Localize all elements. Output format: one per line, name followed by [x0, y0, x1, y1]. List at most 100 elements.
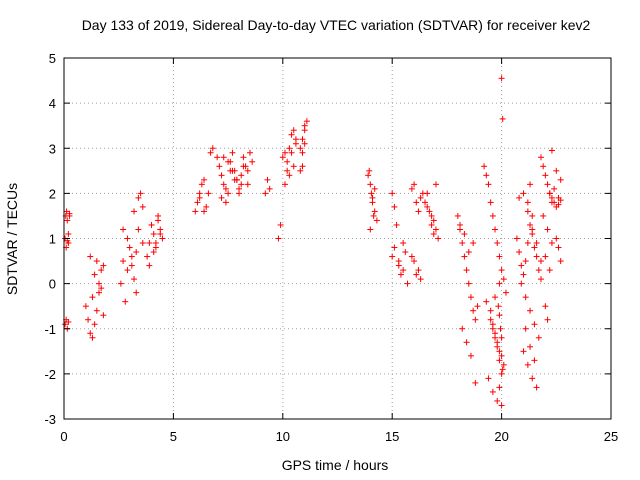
- y-tick-label: 4: [49, 96, 56, 111]
- data-point: [198, 181, 205, 188]
- data-point: [555, 244, 562, 251]
- data-point: [133, 289, 140, 296]
- data-point: [432, 226, 439, 233]
- data-point: [303, 118, 310, 125]
- data-point: [544, 226, 551, 233]
- data-point: [238, 181, 245, 188]
- grid-lines: [64, 58, 611, 419]
- data-point: [404, 280, 411, 287]
- data-point: [288, 131, 295, 138]
- data-point: [422, 199, 429, 206]
- data-point: [131, 208, 138, 215]
- data-point: [467, 352, 474, 359]
- data-point: [218, 194, 225, 201]
- data-point: [297, 145, 304, 152]
- data-point: [87, 330, 94, 337]
- x-axis-ticks: 0 5 10 15 20 25: [60, 58, 618, 444]
- data-point: [483, 172, 490, 179]
- data-point: [244, 181, 251, 188]
- data-point: [555, 194, 562, 201]
- data-point: [472, 316, 479, 323]
- data-point: [551, 199, 558, 206]
- data-point: [492, 330, 499, 337]
- data-point: [131, 276, 138, 283]
- data-point: [498, 402, 505, 409]
- data-point: [214, 154, 221, 161]
- data-point: [489, 325, 496, 332]
- data-point: [548, 194, 555, 201]
- data-point: [470, 240, 477, 247]
- data-point: [424, 190, 431, 197]
- data-point: [279, 154, 286, 161]
- data-point: [529, 226, 536, 233]
- y-tick-label: 3: [49, 141, 56, 156]
- data-point: [209, 145, 216, 152]
- data-point: [487, 307, 494, 314]
- data-point: [535, 267, 542, 274]
- data-point: [275, 235, 282, 242]
- data-point: [402, 249, 409, 256]
- data-point: [457, 221, 464, 228]
- data-point: [500, 276, 507, 283]
- y-tick-label: -3: [44, 412, 56, 427]
- data-point: [542, 172, 549, 179]
- data-point: [413, 199, 420, 206]
- data-point: [284, 158, 291, 165]
- data-point: [98, 285, 105, 292]
- data-point: [463, 339, 470, 346]
- data-point: [496, 280, 503, 287]
- data-point: [494, 339, 501, 346]
- data-point: [546, 267, 553, 274]
- data-point: [428, 221, 435, 228]
- data-point: [415, 267, 422, 274]
- data-point: [518, 280, 525, 287]
- data-point: [299, 163, 306, 170]
- data-point: [465, 280, 472, 287]
- data-point: [139, 203, 146, 210]
- data-point: [229, 167, 236, 174]
- data-point: [520, 190, 527, 197]
- data-point: [373, 217, 380, 224]
- data-point: [537, 276, 544, 283]
- data-point: [474, 303, 481, 310]
- data-point: [391, 244, 398, 251]
- data-point: [496, 348, 503, 355]
- data-point: [301, 127, 308, 134]
- data-point: [225, 190, 232, 197]
- chart-title: Day 133 of 2019, Sidereal Day-to-day VTE…: [82, 17, 591, 33]
- data-point: [496, 312, 503, 319]
- data-point: [531, 244, 538, 251]
- data-point: [497, 325, 504, 332]
- data-point: [64, 217, 71, 224]
- data-point: [524, 240, 531, 247]
- data-point: [369, 199, 376, 206]
- data-point: [122, 298, 129, 305]
- data-point: [96, 289, 103, 296]
- data-point: [529, 375, 536, 382]
- data-point: [470, 307, 477, 314]
- data-point: [222, 199, 229, 206]
- data-point: [62, 321, 69, 328]
- data-point: [548, 147, 555, 154]
- data-point: [415, 208, 422, 215]
- y-tick-label: 0: [49, 277, 56, 292]
- data-point: [557, 176, 564, 183]
- data-point: [516, 194, 523, 201]
- y-tick-label: 5: [49, 51, 56, 66]
- data-point: [89, 294, 96, 301]
- data-point: [496, 253, 503, 260]
- data-point: [467, 294, 474, 301]
- data-point: [524, 361, 531, 368]
- data-point: [367, 181, 374, 188]
- x-tick-label: 0: [60, 429, 67, 444]
- data-point: [557, 258, 564, 265]
- data-point: [366, 167, 373, 174]
- data-point: [65, 318, 72, 325]
- data-point: [286, 172, 293, 179]
- data-point: [542, 303, 549, 310]
- y-tick-label: 1: [49, 232, 56, 247]
- data-point: [301, 140, 308, 147]
- data-point: [128, 253, 135, 260]
- data-point: [524, 199, 531, 206]
- data-point: [126, 244, 133, 251]
